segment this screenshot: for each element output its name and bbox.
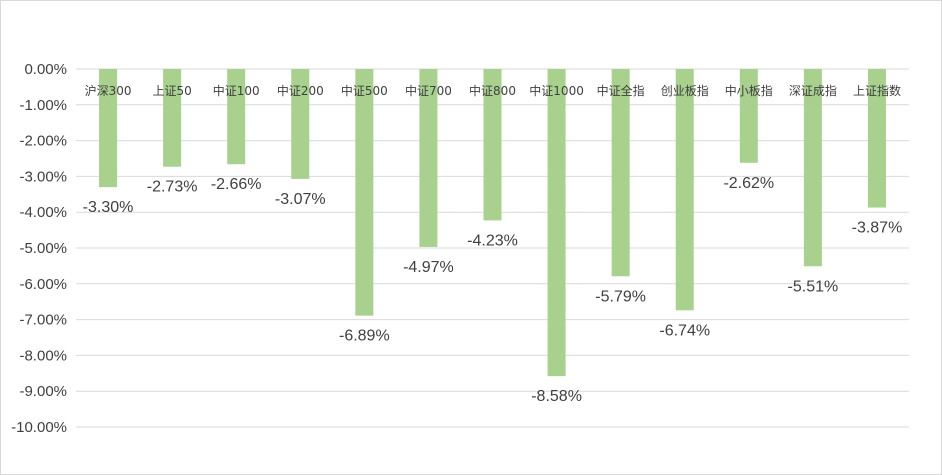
data-label: -3.30% — [83, 199, 134, 216]
data-label: -5.51% — [788, 278, 839, 295]
bar — [739, 69, 758, 163]
category-label: 中证800 — [469, 83, 516, 98]
data-label: -5.79% — [595, 288, 646, 305]
category-label: 深证成指 — [789, 83, 837, 98]
y-tick-label: -3.00% — [19, 168, 67, 185]
bar — [483, 69, 502, 221]
data-label: -2.66% — [211, 176, 262, 193]
bar — [867, 69, 886, 208]
data-label: -6.74% — [659, 322, 710, 339]
category-label: 创业板指 — [661, 83, 709, 98]
bar — [227, 69, 246, 165]
data-label: -4.23% — [467, 232, 518, 249]
data-label: -4.97% — [403, 259, 454, 276]
bar — [547, 69, 566, 377]
data-label: -3.07% — [275, 191, 326, 208]
y-axis-ticks: 0.00% -1.00% -2.00% -3.00% -4.00% -5.00% -6.00… — [11, 61, 67, 436]
data-labels: -3.30% -2.73% -2.66% -3.07% -6.89% -4.97% -4.2… — [83, 175, 903, 405]
y-tick-label: -8.00% — [19, 347, 67, 364]
data-label: -2.73% — [147, 179, 198, 196]
bar — [419, 69, 438, 247]
category-label: 沪深300 — [85, 84, 132, 98]
category-label: 中证1000 — [529, 83, 584, 98]
category-label: 中小板指 — [725, 83, 773, 98]
category-labels: 沪深300 上证50 中证100 中证200 中证500 中证700 中证800 中证1000… — [85, 83, 901, 98]
y-tick-label: -1.00% — [19, 97, 67, 114]
y-tick-label: -10.00% — [11, 419, 67, 436]
category-label: 中证700 — [405, 83, 452, 98]
category-label: 上证50 — [152, 84, 191, 98]
y-tick-label: -4.00% — [19, 204, 67, 221]
bar — [675, 69, 694, 311]
data-label: -3.87% — [852, 220, 903, 237]
bar — [163, 69, 182, 167]
data-label: -8.58% — [531, 388, 582, 405]
category-label: 中证100 — [213, 83, 260, 98]
bars — [99, 69, 886, 377]
bar — [611, 69, 630, 277]
y-tick-label: -2.00% — [19, 133, 67, 150]
category-label: 中证200 — [277, 83, 324, 98]
y-tick-label: -9.00% — [19, 383, 67, 400]
category-label: 上证指数 — [853, 83, 901, 98]
y-tick-label: -5.00% — [19, 240, 67, 257]
y-tick-label: -7.00% — [19, 312, 67, 329]
data-label: -2.62% — [723, 175, 774, 192]
bar — [291, 69, 310, 179]
bar — [355, 69, 374, 316]
bar — [99, 69, 118, 188]
y-tick-label: 0.00% — [24, 61, 67, 78]
category-label: 中证全指 — [597, 83, 645, 98]
data-label: -6.89% — [339, 328, 390, 345]
bar — [803, 69, 822, 267]
y-tick-label: -6.00% — [19, 276, 67, 293]
category-label: 中证500 — [341, 83, 388, 98]
